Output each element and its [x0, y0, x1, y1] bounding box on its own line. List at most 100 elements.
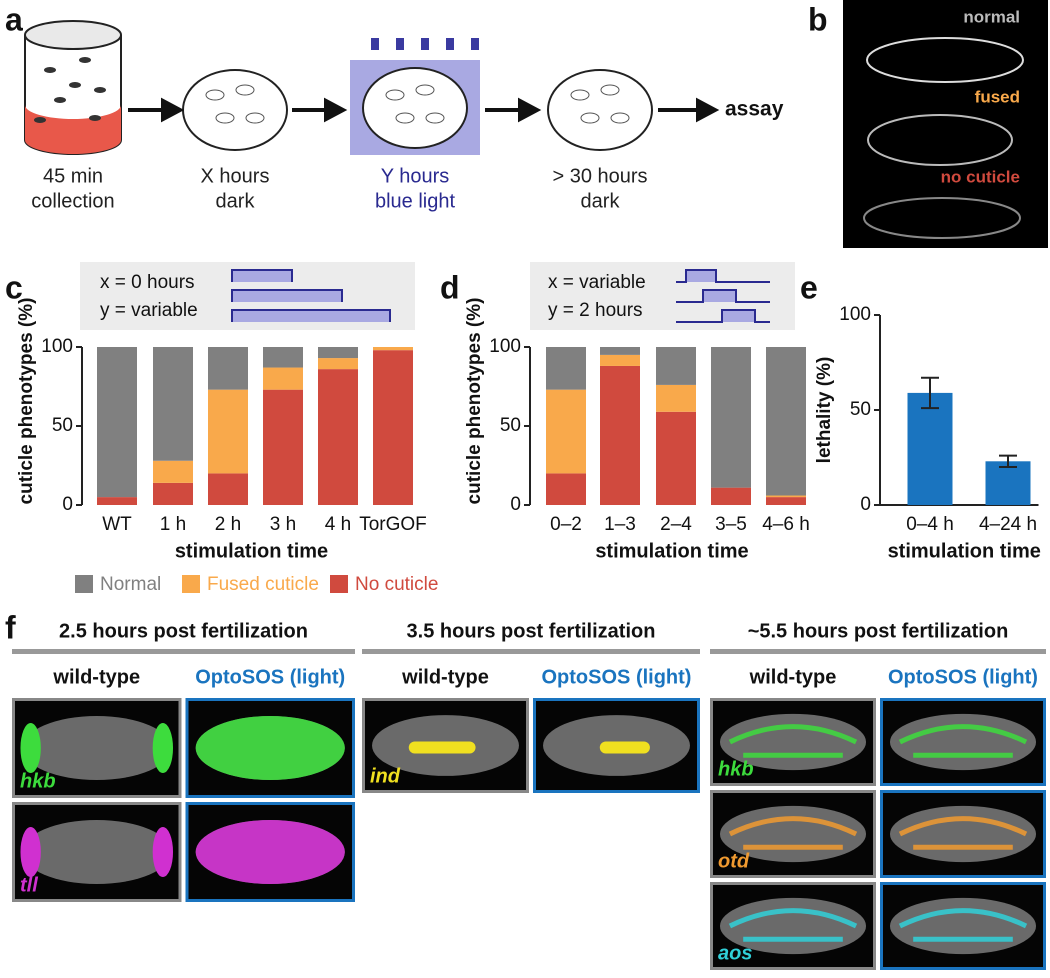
bar-segment [766, 495, 806, 498]
bar-segment [600, 354, 640, 366]
bar-segment [263, 389, 303, 505]
embryo [889, 897, 1037, 955]
legend-swatch [182, 575, 200, 593]
legend-label: No cuticle [355, 574, 438, 595]
bar-segment [263, 347, 303, 368]
group-title: ~5.5 hours post fertilization [748, 620, 1009, 642]
step-label: dark [581, 190, 621, 212]
bar-segment [546, 473, 586, 505]
x-tick-label: TorGOF [359, 514, 427, 535]
embryo [889, 713, 1037, 771]
bar-segment [318, 369, 358, 505]
condition-label: OptoSOS (light) [888, 666, 1038, 688]
error-bar [999, 454, 1017, 468]
step-label: Y hours [381, 165, 450, 187]
inset-timeline [231, 269, 391, 322]
condition-label: wild-type [401, 666, 489, 688]
bar-segment [373, 347, 413, 351]
gene-label: hkb [718, 758, 754, 780]
step-label: X hours [201, 165, 270, 187]
bar [907, 392, 953, 505]
inset-label: x = 0 hours [100, 272, 195, 293]
panel-label: b [808, 1, 828, 37]
bar-segment [656, 347, 696, 385]
bar-segment [656, 384, 696, 412]
embryo-signal [195, 716, 345, 780]
y-tick-label: 100 [41, 336, 73, 357]
bar-segment [263, 367, 303, 390]
legend-swatch [75, 575, 93, 593]
panel-label: f [5, 609, 16, 645]
panel-label: c [5, 269, 23, 305]
condition-label: OptoSOS (light) [542, 666, 692, 688]
step-label: blue light [375, 190, 456, 212]
y-tick-label: 50 [500, 415, 521, 436]
phenotype-label: normal [963, 7, 1020, 26]
group-rule [362, 649, 700, 654]
bar-segment [766, 497, 806, 505]
condition-label: wild-type [52, 666, 140, 688]
bar-segment [153, 460, 193, 483]
embryo-signal [898, 816, 1028, 850]
gene-label: otd [718, 850, 750, 872]
gene-label: aos [718, 942, 752, 964]
bar-segment [546, 347, 586, 390]
condition-label: OptoSOS (light) [195, 666, 345, 688]
phenotype-label: fused [975, 87, 1020, 106]
bar-segment [546, 389, 586, 474]
bar-segment [208, 389, 248, 474]
group-rule [12, 649, 355, 654]
legend-label: Fused cuticle [207, 574, 319, 595]
bar-segment [97, 497, 137, 505]
embryo-signal [195, 820, 345, 884]
step-end: assay [725, 98, 784, 121]
gene-label: ind [370, 765, 401, 787]
step-label: 45 min [43, 165, 103, 187]
x-tick-label: 4–24 h [979, 514, 1037, 535]
x-tick-label: 2–4 [660, 514, 692, 535]
y-tick-label: 0 [62, 494, 73, 515]
y-tick-label: 0 [860, 494, 871, 515]
embryo-signal [152, 723, 174, 773]
y-axis-title: cuticle phenotypes (%) [16, 298, 37, 505]
x-tick-label: 4 h [325, 514, 351, 535]
embryo-signal [898, 908, 1028, 942]
x-tick-label: 2 h [215, 514, 241, 535]
bar-segment [373, 350, 413, 505]
bar-segment [153, 482, 193, 505]
x-tick-label: 1 h [160, 514, 186, 535]
y-tick-label: 100 [489, 336, 521, 357]
x-tick-label: 3 h [270, 514, 296, 535]
inset-label: x = variable [548, 272, 646, 293]
y-tick-label: 50 [52, 415, 73, 436]
gene-label: tll [20, 874, 38, 896]
embryo [22, 716, 172, 780]
inset-label: y = variable [100, 300, 198, 321]
panel-label: a [5, 1, 23, 37]
y-tick-label: 100 [839, 304, 871, 325]
bar-segment [600, 347, 640, 355]
embryo-signal [728, 724, 858, 758]
bar-segment [153, 347, 193, 461]
bar-segment [656, 411, 696, 505]
bar-segment [318, 347, 358, 359]
group-title: 2.5 hours post fertilization [59, 620, 308, 642]
embryo [889, 805, 1037, 863]
bar-segment [711, 347, 751, 488]
y-tick-label: 50 [850, 399, 871, 420]
inset-label: y = 2 hours [548, 300, 643, 321]
error-bar [921, 376, 939, 410]
step-label: dark [216, 190, 256, 212]
schematic [24, 20, 720, 155]
embryo-signal [728, 816, 858, 850]
embryo [22, 820, 172, 884]
bar-segment [600, 365, 640, 505]
embryo-signal [599, 741, 650, 754]
bar-segment [208, 473, 248, 505]
phenotype-label: no cuticle [941, 167, 1020, 186]
embryo-signal [20, 723, 41, 773]
legend-swatch [330, 575, 348, 593]
bar-segment [711, 487, 751, 505]
gene-label: hkb [20, 770, 56, 792]
